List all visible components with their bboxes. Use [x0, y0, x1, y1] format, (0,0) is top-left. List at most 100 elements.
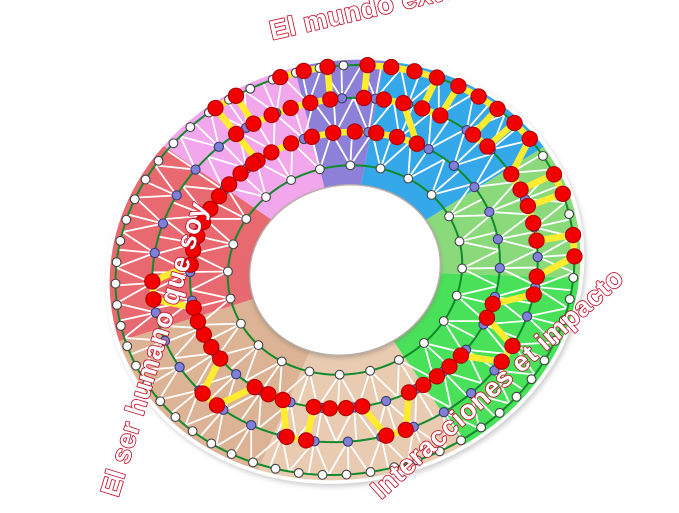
- node-highlight: [298, 432, 315, 449]
- node-secondary: [484, 206, 495, 218]
- node-highlight: [428, 69, 446, 86]
- spoke-edge: [498, 267, 537, 287]
- node-plain: [261, 192, 271, 202]
- spoke-edge: [415, 387, 435, 419]
- node-plain: [345, 160, 356, 171]
- node-secondary: [171, 190, 182, 201]
- spoke-edge: [179, 135, 197, 171]
- spoke-edge: [397, 359, 435, 380]
- node-secondary: [469, 181, 480, 193]
- node-plain: [131, 360, 141, 371]
- spoke-edge: [137, 366, 181, 372]
- spoke-edge: [427, 118, 450, 151]
- spoke-edge: [154, 164, 178, 197]
- node-highlight: [493, 353, 510, 370]
- spoke-edge: [349, 131, 374, 167]
- spoke-edge: [215, 424, 253, 448]
- node-highlight: [207, 99, 224, 117]
- node-highlight: [354, 398, 371, 415]
- node-highlight: [408, 135, 426, 152]
- node-secondary: [159, 335, 171, 347]
- spoke-edge: [526, 315, 556, 344]
- spoke-edge: [215, 408, 225, 448]
- spoke-edge: [407, 148, 430, 180]
- node-highlight: [504, 337, 521, 355]
- spoke-edge: [117, 248, 156, 254]
- network-nodes: [110, 56, 583, 480]
- node-plain: [142, 379, 152, 390]
- node-plain: [115, 235, 126, 246]
- node-plain: [245, 83, 256, 94]
- spoke-edge: [229, 344, 260, 371]
- node-secondary: [336, 93, 348, 104]
- node-plain: [403, 173, 414, 184]
- spoke-edge: [526, 307, 569, 318]
- node-plain: [286, 175, 297, 186]
- node-highlight: [194, 385, 211, 402]
- spoke-edge: [473, 165, 507, 188]
- spoke-edge: [158, 389, 201, 401]
- spoke-edge: [209, 110, 220, 148]
- spoke-edge: [240, 389, 263, 422]
- node-highlight: [450, 77, 467, 95]
- spoke-edge: [315, 406, 323, 443]
- spoke-edge: [442, 320, 477, 339]
- spoke-edge: [493, 369, 511, 405]
- node-highlight: [194, 214, 212, 231]
- node-plain: [393, 354, 404, 365]
- node-highlight: [263, 144, 280, 161]
- spoke-edge: [427, 110, 433, 151]
- spoke-edge: [369, 369, 380, 405]
- spoke-edge: [430, 183, 474, 196]
- node-plain: [241, 213, 252, 224]
- node-secondary: [213, 141, 225, 152]
- spoke-edge: [448, 183, 474, 218]
- node-highlight: [432, 107, 449, 124]
- spoke-edge: [452, 128, 467, 167]
- spoke-edge: [367, 435, 383, 474]
- node-highlight: [441, 358, 458, 375]
- node-plain: [419, 338, 429, 348]
- spoke-edge: [297, 370, 311, 406]
- spoke-edge: [199, 408, 225, 438]
- spoke-edge: [216, 322, 242, 357]
- spoke-edge: [461, 267, 499, 288]
- node-plain: [314, 164, 325, 175]
- spoke-edge: [488, 210, 532, 216]
- spoke-edge: [493, 369, 536, 376]
- spoke-edge: [278, 360, 283, 400]
- node-secondary: [465, 388, 477, 399]
- spoke-edge: [213, 201, 248, 220]
- node-plain: [187, 426, 198, 437]
- node-highlight: [564, 226, 582, 244]
- spoke-edge: [198, 322, 242, 326]
- node-plain: [140, 174, 151, 185]
- node-plain: [170, 412, 181, 422]
- spoke-edge: [353, 406, 358, 442]
- node-highlight: [359, 56, 376, 74]
- node-plain: [235, 318, 246, 329]
- spoke-edge: [115, 302, 157, 314]
- spoke-edge: [316, 373, 341, 409]
- node-highlight: [228, 125, 245, 143]
- node-highlight: [260, 386, 277, 403]
- spoke-edge: [206, 322, 242, 342]
- spoke-edge: [482, 323, 509, 355]
- spoke-edge: [129, 339, 166, 356]
- node-plain: [168, 138, 179, 149]
- node-highlight: [397, 421, 414, 438]
- spoke-edge: [221, 142, 248, 170]
- spoke-edge: [473, 180, 518, 188]
- spoke-edge: [157, 235, 196, 245]
- spoke-edge: [526, 315, 563, 327]
- spoke-edge: [452, 152, 495, 167]
- spoke-edge: [225, 186, 248, 220]
- node-plain: [550, 335, 561, 346]
- spoke-edge: [407, 158, 446, 180]
- spoke-edge: [498, 248, 539, 269]
- node-highlight: [406, 63, 423, 80]
- spoke-edge: [427, 128, 467, 151]
- node-highlight: [246, 379, 263, 396]
- spoke-edge: [496, 213, 532, 241]
- spoke-edge: [189, 289, 232, 300]
